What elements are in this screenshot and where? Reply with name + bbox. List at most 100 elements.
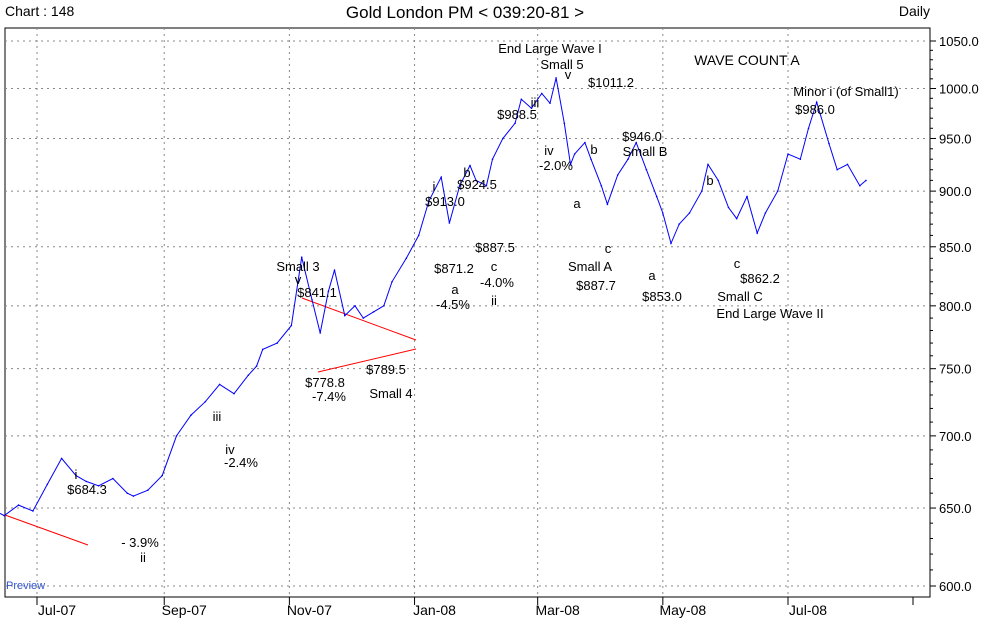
price-point xyxy=(247,374,250,377)
price-point xyxy=(75,474,77,477)
price-point xyxy=(261,348,264,351)
wave-label: $684.3 xyxy=(67,482,107,497)
wave-label: a xyxy=(451,282,459,297)
wave-label: End Large Wave II xyxy=(716,306,823,321)
wave-label: c xyxy=(734,256,741,271)
wave-label: b xyxy=(706,173,713,188)
price-point xyxy=(662,212,664,214)
price-point xyxy=(815,101,818,103)
price-point xyxy=(233,392,235,395)
price-point xyxy=(126,492,129,495)
price-point xyxy=(563,122,566,124)
plot-frame xyxy=(4,27,931,598)
wave-label: iv xyxy=(544,143,554,158)
x-tick-label: Nov-07 xyxy=(287,602,332,618)
wave-label: -2.0% xyxy=(539,158,573,173)
price-point xyxy=(147,489,149,492)
price-point xyxy=(175,435,178,437)
wave-label: -4.0% xyxy=(480,275,514,290)
price-point xyxy=(132,495,135,497)
price-point xyxy=(670,242,672,245)
price-point xyxy=(707,163,709,166)
trend-line xyxy=(4,514,89,546)
price-point xyxy=(204,400,207,403)
price-point xyxy=(859,184,861,187)
wave-label: $871.2 xyxy=(434,261,474,276)
price-point xyxy=(428,200,430,202)
price-point xyxy=(549,102,551,104)
chart-title: Gold London PM < 039:20-81 > xyxy=(345,3,585,22)
price-point xyxy=(161,474,163,477)
wave-label: v xyxy=(295,272,302,287)
price-point xyxy=(112,477,114,480)
price-point xyxy=(372,311,375,313)
price-point xyxy=(807,127,810,130)
price-point xyxy=(787,153,789,155)
price-point xyxy=(573,153,576,155)
price-point xyxy=(606,203,609,205)
wave-label: Small C xyxy=(717,289,763,304)
price-point xyxy=(530,107,533,109)
wave-label: $986.0 xyxy=(795,102,835,117)
wave-label: b xyxy=(463,165,470,180)
chart-number-label: Chart : 148 xyxy=(5,3,75,19)
wave-label: ii xyxy=(140,550,146,565)
price-point xyxy=(60,457,63,460)
y-tick-label: 750.0 xyxy=(939,362,972,377)
price-point xyxy=(616,174,619,176)
wave-label: $853.0 xyxy=(642,289,682,304)
price-point xyxy=(485,184,488,187)
price-point xyxy=(391,281,393,283)
price-point xyxy=(678,223,680,225)
price-point xyxy=(828,142,830,145)
price-point xyxy=(520,98,523,101)
price-point xyxy=(491,158,494,160)
price-point xyxy=(717,179,719,182)
price-point xyxy=(746,195,748,198)
wave-label: - 3.9% xyxy=(121,535,159,550)
price-point xyxy=(255,365,258,367)
price-point xyxy=(383,305,385,307)
price-point xyxy=(836,168,838,171)
wave-label: a xyxy=(573,196,581,211)
wave-label: -2.4% xyxy=(224,455,258,470)
price-point xyxy=(319,332,322,334)
wave-label: c xyxy=(605,241,612,256)
price-point xyxy=(458,184,461,187)
price-point xyxy=(311,299,313,301)
price-point xyxy=(475,179,477,182)
price-point xyxy=(514,122,516,124)
price-point xyxy=(635,141,637,144)
price-point xyxy=(354,305,356,307)
price-point xyxy=(590,158,592,160)
wave-label: b xyxy=(590,142,597,157)
y-tick-label: 950.0 xyxy=(939,131,972,146)
wave-label: -7.4% xyxy=(312,389,346,404)
price-point xyxy=(799,158,802,160)
x-tick-label: Jan-08 xyxy=(413,602,456,618)
y-tick-label: 1050.0 xyxy=(939,34,979,49)
wave-label: v xyxy=(565,67,572,82)
wave-label: iii xyxy=(531,95,540,110)
wave-label: Small A xyxy=(568,259,612,274)
x-tick-label: Jul-08 xyxy=(789,602,827,618)
price-point xyxy=(85,480,87,483)
x-tick-label: May-08 xyxy=(659,602,706,618)
price-point xyxy=(569,163,572,166)
wave-label: c xyxy=(491,259,498,274)
wave-label: End Large Wave I xyxy=(498,41,602,56)
price-point xyxy=(405,257,408,260)
price-point xyxy=(502,137,504,140)
trend-line xyxy=(301,297,417,341)
x-tick-label: Jul-07 xyxy=(38,602,76,618)
price-point xyxy=(448,222,451,224)
price-point xyxy=(190,414,192,417)
wave-label: -4.5% xyxy=(436,297,470,312)
price-point xyxy=(333,269,336,271)
x-tick-label: Mar-08 xyxy=(535,602,580,618)
price-point xyxy=(555,77,557,79)
period-label: Daily xyxy=(898,3,930,19)
price-point xyxy=(327,290,330,293)
